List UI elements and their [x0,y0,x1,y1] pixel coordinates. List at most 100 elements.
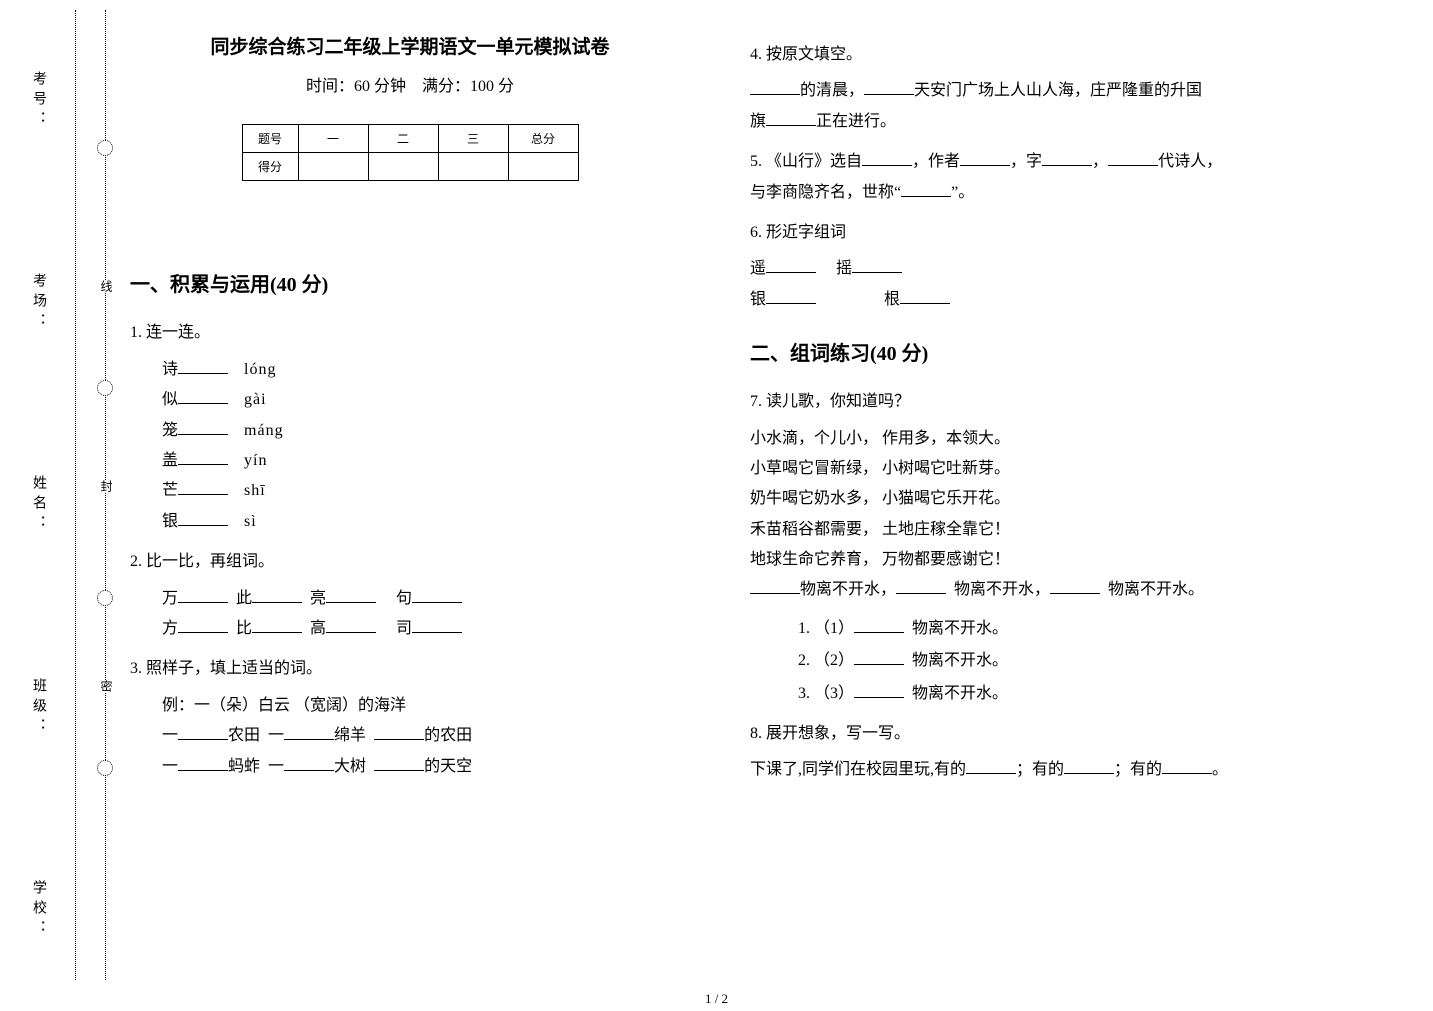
q8-sep: ；有的 [1016,761,1064,778]
seal-char-xian: 线 [98,280,115,292]
score-cell [368,153,438,181]
exam-title: 同步综合练习二年级上学期语文一单元模拟试卷 [130,30,690,66]
dotted-line-inner [75,10,76,980]
time-label: 时间： [306,78,354,95]
q6-body: 遥 摇 银 根 [750,254,1310,315]
time-value: 60 分钟 [354,78,406,95]
q2-body: 万 此 亮 句 方 比 高 司 [130,584,690,645]
q3-word: 大树 [334,758,366,775]
table-row: 题号 一 二 三 总分 [242,125,578,153]
q7: 7. 读儿歌，你知道吗？ 小水滴，个儿小， 作用多，本领大。 小草喝它冒新绿， … [750,387,1310,709]
q7-sublist: （1） 物离不开水。 （2） 物离不开水。 （3） 物离不开水。 [814,614,1310,709]
binding-label-seat: 考号： [28,71,48,131]
q1-char: 诗 [162,361,178,378]
q1-char: 盖 [162,452,178,469]
seal-char-mi: 密 [98,680,115,692]
score-row-label: 题号 [242,125,298,153]
sub-num: （2） [814,652,854,669]
q2-char: 比 [236,620,252,637]
score-table: 题号 一 二 三 总分 得分 [242,124,579,181]
q8: 8. 展开想象，写一写。 下课了,同学们在校园里玩,有的；有的；有的。 [750,719,1310,786]
binding-label-room: 考场： [28,273,48,333]
binding-vertical-labels: 学校： 班级： 姓名： 考场： 考号： [28,0,48,1011]
q7-label: 7. 读儿歌，你知道吗？ [750,387,1310,417]
q1: 1. 连一连。 诗 lóng 似 gài 笼 máng 盖 yín 芒 shī … [130,318,690,537]
q2-char: 司 [396,620,412,637]
q1-pinyin: lóng [244,361,276,378]
q3-label: 3. 照样子，填上适当的词。 [130,654,690,684]
sub-num: （1） [814,620,854,637]
score-row-label: 得分 [242,153,298,181]
q6: 6. 形近字组词 遥 摇 银 根 [750,218,1310,315]
q2-char: 方 [162,620,178,637]
right-column: 4. 按原文填空。 的清晨，天安门广场上人山人海，庄严隆重的升国 旗正在进行。 … [750,20,1310,991]
q3-word: 的农田 [424,727,472,744]
score-label: 满分： [422,78,470,95]
q2-char: 万 [162,590,178,607]
poem-line: 禾苗稻谷都需要， 土地庄稼全靠它！ [750,515,1310,545]
q4-text: 天安门广场上人山人海，庄严隆重的升国 [914,82,1202,99]
binding-label-name: 姓名： [28,475,48,535]
score-col: 总分 [508,125,578,153]
section2-heading: 二、组词练习(40 分) [750,335,1310,373]
sub-text: 物离不开水。 [912,652,1008,669]
q3-word: 蚂蚱 [228,758,260,775]
q7-poem: 小水滴，个儿小， 作用多，本领大。 小草喝它冒新绿， 小树喝它吐新芽。 奶牛喝它… [750,424,1310,606]
q5: 5. 《山行》选自，作者，字，代诗人， 与李商隐齐名，世称“”。 [750,147,1310,208]
q5-label: 5. 《山行》选自 [750,153,862,170]
q2-label: 2. 比一比，再组词。 [130,547,690,577]
q2-char: 句 [396,590,412,607]
q6-label: 6. 形近字组词 [750,218,1310,248]
q5-text: 与李商隐齐名，世称“ [750,184,901,201]
dotted-circle [97,590,113,606]
binding-margin: 学校： 班级： 姓名： 考场： 考号： 密 封 线 [20,0,110,1011]
q8-sep: ；有的 [1114,761,1162,778]
sub-num: （3） [814,685,854,702]
q5-text: ，作者 [912,153,960,170]
q2-char: 亮 [310,590,326,607]
list-item: （3） 物离不开水。 [814,679,1310,709]
seal-char-feng: 封 [98,480,115,492]
q6-char: 根 [884,291,900,308]
poem-line: 地球生命它养育， 万物都要感谢它！ [750,545,1310,575]
q7-text: 物离不开水， [800,581,896,598]
q7-text: 物离不开水。 [1108,581,1204,598]
poem-line: 奶牛喝它奶水多， 小猫喝它乐开花。 [750,484,1310,514]
q5-text: 代诗人， [1158,153,1222,170]
q6-char: 银 [750,291,766,308]
q7-tail: 物离不开水， 物离不开水， 物离不开水。 [750,575,1310,605]
score-cell [508,153,578,181]
q1-pinyin: sì [244,513,257,530]
q4-body: 的清晨，天安门广场上人山人海，庄严隆重的升国 旗正在进行。 [750,76,1310,137]
binding-label-class: 班级： [28,678,48,738]
score-col: 一 [298,125,368,153]
q3-word: 的天空 [424,758,472,775]
q3-word: 绵羊 [334,727,366,744]
dotted-circle [97,140,113,156]
q7-text: 物离不开水， [954,581,1050,598]
table-row: 得分 [242,153,578,181]
q1-body: 诗 lóng 似 gài 笼 máng 盖 yín 芒 shī 银 sì [130,355,690,537]
dotted-circle [97,380,113,396]
q5-text: ， [1092,153,1108,170]
score-cell [438,153,508,181]
q8-label: 8. 展开想象，写一写。 [750,719,1310,749]
q2: 2. 比一比，再组词。 万 此 亮 句 方 比 高 司 [130,547,690,644]
q1-label: 1. 连一连。 [130,318,690,348]
poem-line: 小水滴，个儿小， 作用多，本领大。 [750,424,1310,454]
q1-char: 银 [162,513,178,530]
q1-pinyin: máng [244,422,284,439]
section1-heading: 一、积累与运用(40 分) [130,266,690,304]
q6-char: 摇 [836,260,852,277]
q1-pinyin: gài [244,391,267,408]
score-value: 100 分 [470,78,514,95]
q1-pinyin: shī [244,482,266,499]
q1-char: 芒 [162,482,178,499]
q1-char: 笼 [162,422,178,439]
left-column: 同步综合练习二年级上学期语文一单元模拟试卷 时间：60 分钟 满分：100 分 … [130,20,690,991]
list-item: （2） 物离不开水。 [814,646,1310,676]
dotted-circle [97,760,113,776]
q5-text: ，字 [1010,153,1042,170]
binding-label-school: 学校： [28,880,48,940]
sub-text: 物离不开水。 [912,620,1008,637]
